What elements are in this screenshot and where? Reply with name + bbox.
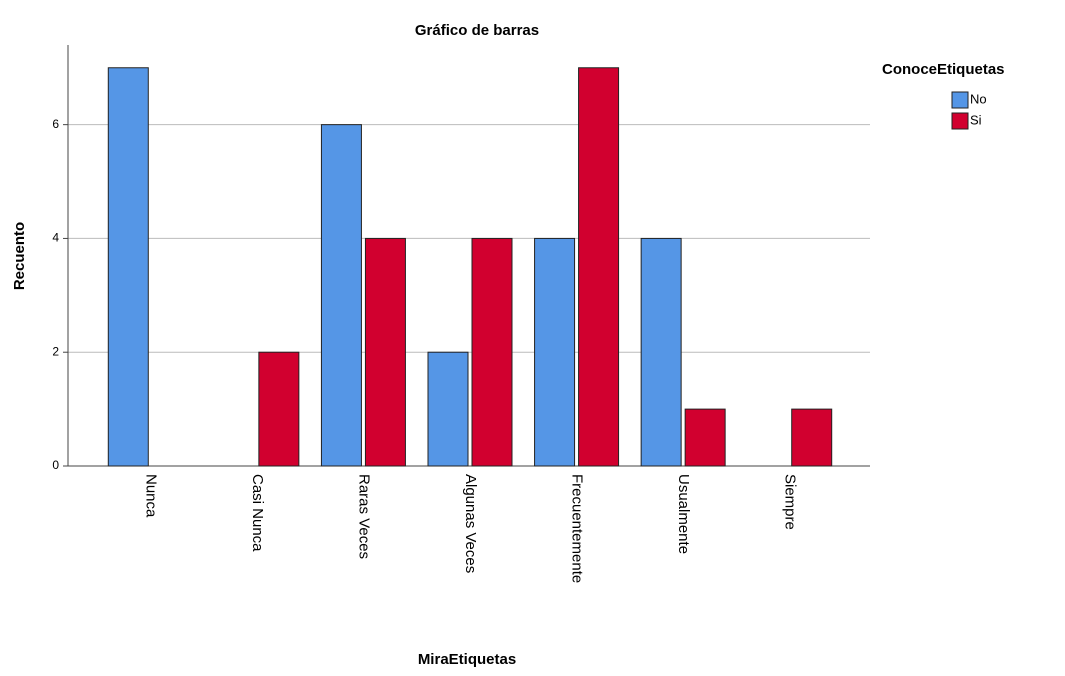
bar [258,351,300,467]
bar [107,67,149,467]
bar [640,237,682,467]
x-tick-label: Frecuentemente [569,474,586,583]
bar [534,237,576,467]
y-tick-label: 6 [52,117,59,131]
x-tick-label: Usualmente [675,474,692,554]
bar [471,237,513,467]
x-tick-label: Raras Veces [355,474,372,559]
y-tick-label: 4 [52,231,59,245]
chart-title: Gráfico de barras [415,22,539,39]
x-axis-label: MiraEtiquetas [418,651,516,668]
bar [684,408,726,467]
bar [320,124,362,467]
legend-label: Si [970,112,982,127]
y-tick-label: 2 [52,344,59,358]
x-tick-label: Nunca [142,474,159,518]
x-tick-label: Siempre [782,474,799,530]
x-tick-label: Algunas Veces [462,474,479,573]
x-tick-label: Casi Nunca [249,474,266,552]
legend-label: No [970,91,987,106]
legend-swatch [951,112,969,130]
bar [427,351,469,467]
bar [578,67,620,467]
legend-title: ConoceEtiquetas [882,61,1005,78]
bar [791,408,833,467]
y-tick-label: 0 [52,458,59,472]
y-axis-label: Recuento [11,222,28,290]
bar [364,237,406,467]
legend-swatch [951,91,969,109]
